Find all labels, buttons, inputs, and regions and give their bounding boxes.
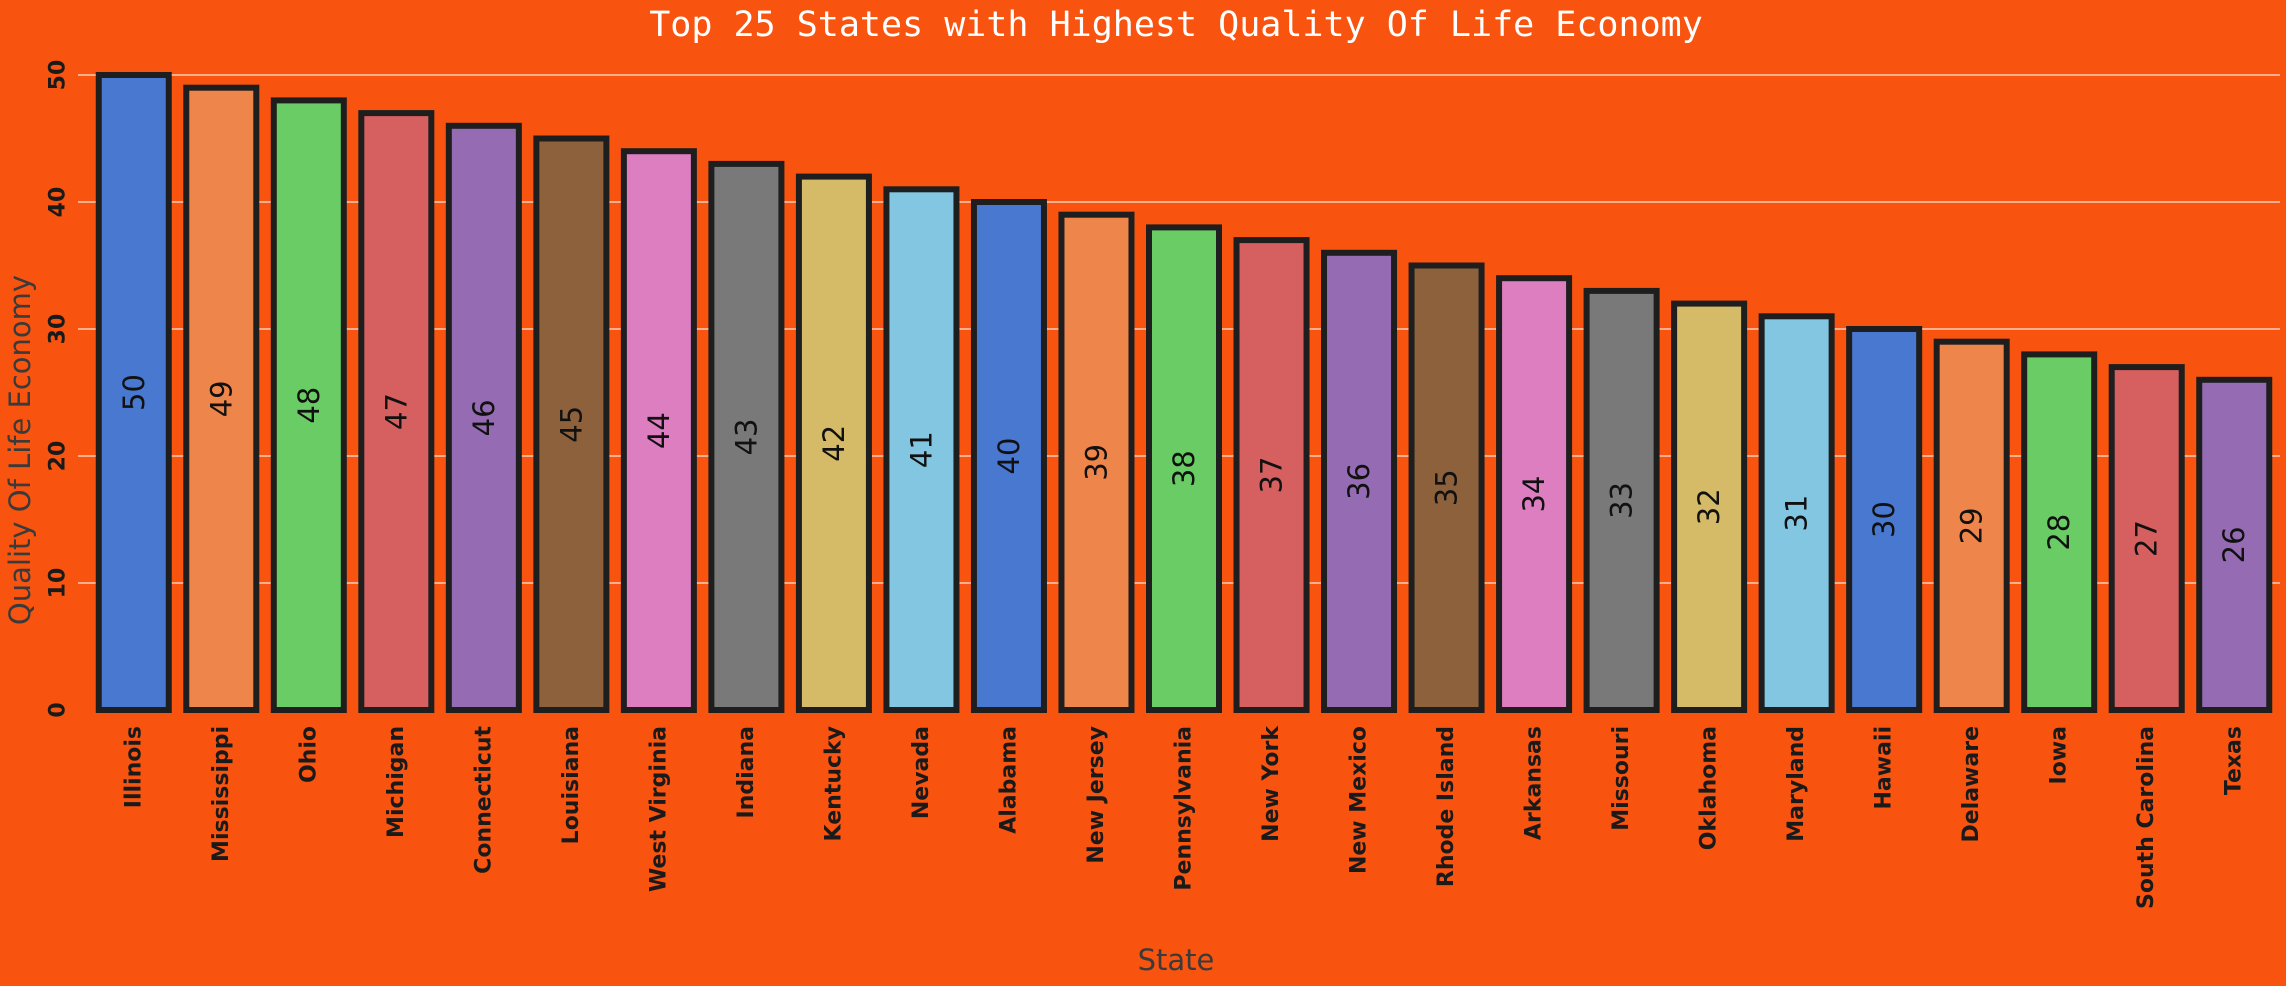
- x-tick-label: Maryland: [1784, 726, 1809, 842]
- x-tick-label: Kentucky: [821, 726, 846, 841]
- bar: [883, 186, 960, 714]
- x-tick-label: Illinois: [121, 726, 146, 808]
- bar: [183, 84, 260, 713]
- bar: [620, 148, 697, 713]
- y-tick-label: 30: [46, 314, 71, 345]
- bar: [1583, 287, 1660, 713]
- bar: [1671, 300, 1748, 713]
- x-tick-label: Nevada: [909, 726, 934, 819]
- value-label: 40: [992, 438, 1026, 475]
- bar: [1496, 275, 1573, 713]
- y-tick-label: 40: [46, 187, 71, 218]
- value-label: 34: [1517, 476, 1551, 513]
- value-label: 49: [204, 380, 238, 417]
- x-tick-label: Michigan: [384, 726, 409, 838]
- y-tick-label: 20: [46, 441, 71, 472]
- y-tick-label: 0: [46, 702, 71, 717]
- value-label: 48: [292, 387, 326, 424]
- x-tick-label: Ohio: [296, 726, 321, 783]
- value-label: 31: [1780, 495, 1814, 532]
- bar: [358, 110, 435, 714]
- value-label: 46: [467, 399, 501, 436]
- value-label: 42: [817, 425, 851, 462]
- y-axis-label: Quality Of Life Economy: [3, 275, 37, 625]
- bar: [533, 135, 610, 713]
- value-label: 39: [1079, 444, 1113, 481]
- x-tick-label: Mississippi: [209, 726, 234, 862]
- x-tick-label: Texas: [2222, 726, 2247, 795]
- value-label: 27: [2130, 520, 2164, 557]
- value-label: 35: [1430, 469, 1464, 506]
- value-label: 37: [1255, 457, 1289, 494]
- value-label: 45: [554, 406, 588, 443]
- bar: [1408, 262, 1485, 713]
- bar: [1058, 211, 1135, 713]
- value-label: 41: [904, 431, 938, 468]
- bar: [708, 160, 785, 713]
- x-tick-label: Louisiana: [559, 726, 584, 844]
- x-tick-label: Arkansas: [1522, 726, 1547, 840]
- bar: [2021, 351, 2098, 713]
- x-tick-label: Indiana: [734, 726, 759, 819]
- value-label: 32: [1692, 488, 1726, 525]
- x-tick-label: Connecticut: [471, 726, 496, 874]
- value-label: 44: [642, 412, 676, 449]
- x-axis-ticks: Illinois Mississippi Ohio Michigan Connectic…: [121, 725, 2246, 909]
- bar: [1321, 249, 1398, 714]
- y-tick-label: 50: [46, 60, 71, 91]
- bar: [1758, 313, 1835, 713]
- x-tick-label: Alabama: [996, 726, 1021, 834]
- x-tick-label: Hawaii: [1872, 726, 1897, 810]
- value-label: 47: [379, 393, 413, 430]
- bar: [1145, 224, 1223, 713]
- bar: [795, 173, 872, 714]
- value-labels: 50 49 48 47 46 45 44 43 42 41 40 39 38 37 36 35 34 33 32 31…: [117, 374, 2251, 563]
- x-tick-label: New Mexico: [1347, 726, 1372, 874]
- value-label: 50: [117, 374, 151, 411]
- value-label: 29: [1955, 507, 1989, 544]
- x-tick-label: New Jersey: [1084, 726, 1109, 864]
- x-tick-label: Iowa: [2047, 726, 2072, 784]
- x-tick-label: Oklahoma: [1697, 726, 1722, 850]
- x-tick-label: South Carolina: [2134, 726, 2159, 909]
- y-tick-label: 10: [46, 568, 71, 599]
- x-tick-label: Rhode Island: [1434, 726, 1459, 887]
- bars: [95, 72, 2273, 714]
- bar: [2108, 364, 2185, 713]
- x-axis-label: State: [1138, 943, 1215, 977]
- bar: [1233, 237, 1310, 713]
- bar: [970, 199, 1047, 713]
- value-label: 33: [1605, 482, 1639, 519]
- bar: [445, 122, 522, 714]
- value-label: 36: [1342, 463, 1376, 500]
- x-tick-label: New York: [1259, 725, 1284, 842]
- value-label: 38: [1167, 450, 1201, 487]
- bar: [2196, 376, 2273, 713]
- x-tick-label: Missouri: [1609, 726, 1634, 831]
- x-tick-label: Delaware: [1959, 726, 1984, 843]
- y-axis-ticks: 0 10 20 30 40 50: [46, 60, 71, 718]
- bar: [95, 72, 172, 713]
- x-tick-label: West Virginia: [646, 726, 671, 892]
- value-label: 43: [729, 418, 763, 455]
- bar: [1846, 326, 1923, 713]
- bar: [1933, 338, 2010, 713]
- chart-title: Top 25 States with Highest Quality Of Li…: [649, 5, 1703, 45]
- value-label: 30: [1867, 501, 1901, 538]
- bar: [270, 97, 347, 713]
- value-label: 26: [2217, 526, 2251, 563]
- x-tick-label: Pennsylvania: [1172, 726, 1197, 891]
- value-label: 28: [2042, 514, 2076, 551]
